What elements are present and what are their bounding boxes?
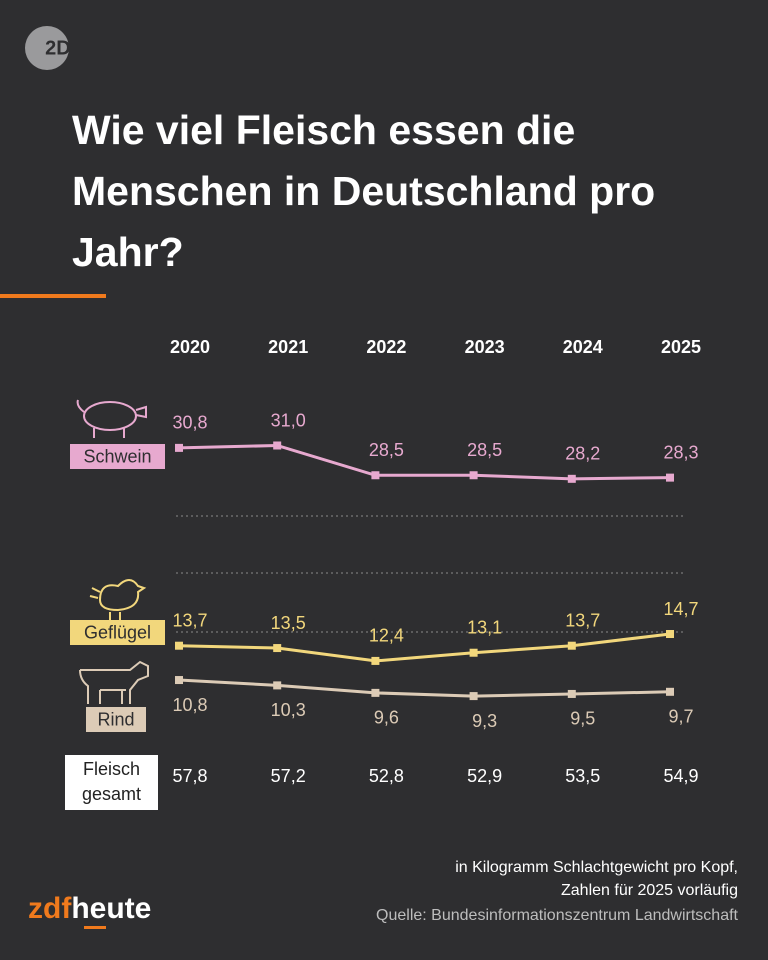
note: Zahlen für 2025 vorläufig xyxy=(561,882,738,899)
legend-label: Geflügel xyxy=(84,622,151,642)
legend-tag xyxy=(70,620,165,645)
series-line xyxy=(178,443,671,481)
total-value: 57,8 xyxy=(172,766,207,786)
point xyxy=(469,471,478,480)
value-label: 10,3 xyxy=(271,700,306,720)
separators xyxy=(176,515,684,633)
point xyxy=(469,692,478,701)
value-label: 13,1 xyxy=(467,617,502,637)
point xyxy=(567,689,576,698)
value-label: 9,7 xyxy=(668,707,693,727)
point xyxy=(567,474,576,483)
value-label: 13,5 xyxy=(271,613,306,633)
value-label: 13,7 xyxy=(565,610,600,630)
value-label: 31,0 xyxy=(271,410,306,430)
value-label: 14,7 xyxy=(663,599,698,619)
chicken-icon xyxy=(89,579,147,620)
x-tick-label: 2025 xyxy=(661,337,701,357)
point xyxy=(666,630,674,639)
accent-line xyxy=(0,294,106,298)
logo: 2DF xyxy=(45,37,83,59)
point xyxy=(666,687,674,696)
legend-label: Rind xyxy=(97,709,134,729)
x-tick-label: 2024 xyxy=(563,337,603,357)
brand: zdfheute xyxy=(28,892,151,925)
chart-title: Wie viel Fleisch essen die Menschen in D… xyxy=(72,107,656,275)
value-label: 9,5 xyxy=(570,709,595,729)
point xyxy=(469,648,478,657)
point xyxy=(273,681,282,690)
point xyxy=(371,656,380,665)
pig-icon xyxy=(76,399,147,438)
total-label: Fleisch gesamt xyxy=(65,755,158,810)
value-label: 13,7 xyxy=(172,610,207,630)
x-tick-label: 2023 xyxy=(465,337,505,357)
cow-icon xyxy=(79,660,149,704)
value-label: 9,3 xyxy=(472,711,497,731)
brand-name: heute xyxy=(71,892,151,925)
value-label: 28,5 xyxy=(369,440,404,460)
legend-tag xyxy=(86,707,146,732)
value-label: 10,8 xyxy=(172,695,207,715)
point xyxy=(567,641,576,650)
value-label: 9,6 xyxy=(374,708,399,728)
legend-tag xyxy=(70,444,165,469)
legend-label: Schwein xyxy=(83,446,151,466)
total-value: 54,9 xyxy=(663,766,698,786)
value-label: 28,2 xyxy=(565,444,600,464)
brand-underline xyxy=(84,926,106,929)
value-label: 28,3 xyxy=(663,442,698,462)
total-value: 53,5 xyxy=(565,766,600,786)
point xyxy=(175,676,183,685)
point xyxy=(371,471,380,480)
series-line xyxy=(178,632,671,663)
total-value: 52,9 xyxy=(467,766,502,786)
note: in Kilogramm Schlachtgewicht pro Kopf, xyxy=(455,859,738,876)
point xyxy=(273,644,282,653)
x-tick-label: 2020 xyxy=(170,337,210,357)
point xyxy=(175,443,183,452)
logo-circle xyxy=(25,26,69,70)
value-label: 28,5 xyxy=(467,440,502,460)
value-label: 30,8 xyxy=(172,413,207,433)
source: Quelle: Bundesinformationszentrum Landwi… xyxy=(376,907,739,924)
total-value: 57,2 xyxy=(271,766,306,786)
total-value: 52,8 xyxy=(369,766,404,786)
value-label: 12,4 xyxy=(369,626,404,646)
point xyxy=(175,641,183,650)
x-tick-label: 2021 xyxy=(268,337,308,357)
point xyxy=(273,441,282,450)
x-tick-label: 2022 xyxy=(366,337,406,357)
point xyxy=(666,473,674,482)
point xyxy=(371,688,380,697)
brand-prefix: zdf xyxy=(28,892,72,925)
series-line xyxy=(178,678,671,698)
